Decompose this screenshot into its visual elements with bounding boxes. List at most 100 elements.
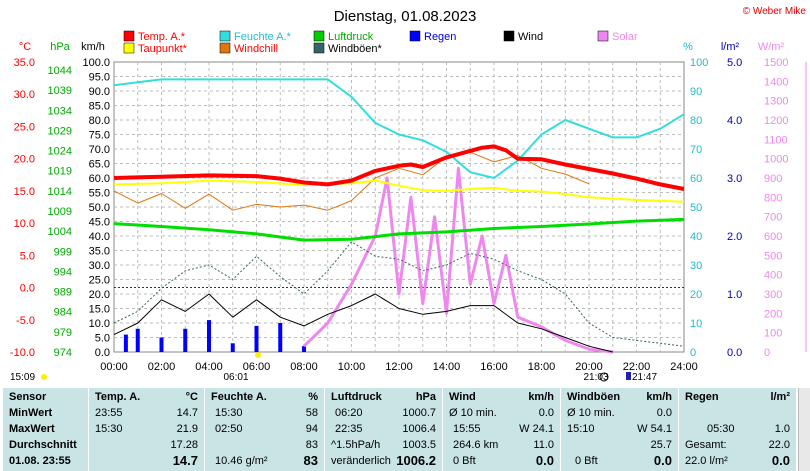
stats-hum-max-time: 02:50 (215, 423, 243, 435)
legend-label: Luftdruck (328, 31, 374, 43)
stats-min-label: MinWert (9, 407, 53, 419)
moonset-icon (626, 372, 631, 380)
legend-label: Regen (424, 31, 456, 43)
solar-axis-tick-label: 700 (764, 212, 782, 224)
legend-swatch (313, 42, 325, 54)
humidity-axis-tick-label: 100 (690, 57, 708, 69)
pressure-axis-tick-label: 989 (54, 287, 72, 299)
wind-axis-tick-label: 10.0 (89, 318, 110, 330)
wind-axis-tick-label: 35.0 (89, 246, 110, 258)
pressure-axis-tick-label: 1044 (48, 65, 72, 77)
stats-rain-title: Regen (685, 391, 719, 403)
stats-wind-max-time: 15:55 (453, 423, 481, 435)
stats-hum-unit: % (308, 391, 318, 403)
stats-rain-unit: l/m² (770, 391, 790, 403)
pressure-axis-tick-label: 1024 (48, 146, 72, 158)
wind-axis-tick-label: 45.0 (89, 217, 110, 229)
stats-rain-current: 0.0 (771, 453, 790, 468)
stats-press-avg: 1003.5 (402, 439, 436, 451)
solar-axis-tick-label: 600 (764, 231, 782, 243)
time-tick-label: 16:00 (480, 361, 508, 373)
temp-axis-tick-label: 20.0 (14, 154, 35, 166)
humidity-axis-tick-label: 80 (690, 115, 702, 127)
time-tick-label: 12:00 (385, 361, 413, 373)
legend-swatch (219, 30, 231, 42)
stats-press-max-value: 1006.4 (402, 423, 436, 435)
legend-label: Solar (612, 31, 638, 43)
legend-swatch (597, 30, 609, 42)
stats-max-label: MaxWert (9, 423, 55, 435)
solar-axis-tick-label: 400 (764, 270, 782, 282)
humidity-axis-tick-label: 30 (690, 260, 702, 272)
time-tick-label: 10:00 (338, 361, 366, 373)
rain-axis-tick-label: 1.0 (727, 289, 742, 301)
stats-hum-column: Feuchte A.% 15:30 58 02:50 94 83 10.46 g/m… (204, 388, 324, 471)
stats-press-min-time: 06:20 (335, 407, 363, 419)
wind-unit: km/h (81, 41, 105, 53)
stats-gust-unit: km/h (646, 391, 672, 403)
stats-temp-max-value: 21.9 (176, 423, 198, 435)
pressure-axis-tick-label: 1014 (48, 186, 72, 198)
series-windchill-line (113, 151, 590, 211)
wind-axis-tick-label: 55.0 (89, 188, 110, 200)
stats-current-time: 01.08. 23:55 (9, 455, 71, 467)
stats-wind-current: 0.0 (535, 453, 554, 468)
wind-axis-tick-label: 90.0 (89, 86, 110, 98)
moon-icon (599, 372, 609, 382)
wind-axis-tick-label: 50.0 (89, 202, 110, 214)
solar-axis-tick-label: 300 (764, 289, 782, 301)
wind-axis-tick-label: 30.0 (89, 260, 110, 272)
rain-bar (302, 346, 306, 352)
stats-scrollbar[interactable] (798, 388, 810, 471)
humidity-unit: % (683, 41, 693, 53)
stats-rain-total-label: Gesamt: (685, 439, 727, 451)
stats-rain-max-time: 05:30 (707, 423, 735, 435)
pressure-axis-tick-label: 994 (54, 266, 72, 278)
solar-axis-tick-label: 200 (764, 308, 782, 320)
solar-axis-tick-label: 1000 (764, 154, 788, 166)
stats-rain-max-value: 1.0 (774, 423, 790, 435)
rain-unit: l/m² (721, 41, 740, 53)
stats-press-unit: hPa (415, 391, 436, 403)
solar-axis-tick-label: 500 (764, 250, 782, 262)
time-tick-label: 18:00 (528, 361, 556, 373)
legend-label: Temp. A.* (138, 31, 186, 43)
stats-wind-unit: km/h (528, 391, 554, 403)
time-tick-label: 04:00 (195, 361, 223, 373)
rain-bar (207, 320, 211, 352)
solar-axis-tick-label: 1300 (764, 96, 788, 108)
pressure-axis-tick-label: 999 (54, 246, 72, 258)
legend-swatch (409, 30, 421, 42)
wind-axis-tick-label: 40.0 (89, 231, 110, 243)
pressure-unit: hPa (50, 41, 70, 53)
series-temp-a-line (113, 144, 685, 191)
series-wind-line (113, 293, 613, 353)
legend-label: Wind (518, 31, 543, 43)
rain-bar (183, 328, 188, 352)
solar-axis-tick-label: 1400 (764, 76, 788, 88)
stats-gust-min-label: Ø 10 min. (567, 407, 615, 419)
pressure-axis-tick-label: 1009 (48, 206, 72, 218)
temp-axis-tick-label: 30.0 (14, 89, 35, 101)
legend-swatch (123, 42, 135, 54)
stats-press-column: Luftdruck hPa 06:20 1000.7 22:35 1006.4 ^1.… (324, 388, 442, 471)
humidity-axis-tick-label: 60 (690, 173, 702, 185)
temp-axis-tick-label: -10.0 (10, 347, 35, 359)
legend-label: Feuchte A.* (234, 31, 292, 43)
solar-axis-tick-label: 1100 (764, 134, 788, 146)
solar-axis-tick-label: 100 (764, 328, 782, 340)
series-taupunkt-line (113, 179, 685, 203)
stats-temp-max-time: 15:30 (95, 423, 123, 435)
solar-axis-tick-label: 800 (764, 192, 782, 204)
rain-axis-tick-label: 0.0 (727, 347, 742, 359)
chart-legend: Temp. A.* Feuchte A.* Luftdruck Regen Wind So… (123, 30, 638, 55)
temp-unit: °C (19, 41, 31, 53)
stats-gust-max-value: W 54.1 (637, 423, 672, 435)
solar-axis-tick-label: 0 (764, 347, 770, 359)
humidity-axis-tick-label: 20 (690, 289, 702, 301)
solar-axis-tick-label: 1500 (764, 57, 788, 69)
stats-press-min-value: 1000.7 (402, 407, 436, 419)
stats-temp-title: Temp. A. (95, 391, 141, 403)
pressure-axis-tick-label: 1039 (48, 85, 72, 97)
sunset-label: 21:03 (583, 372, 608, 383)
